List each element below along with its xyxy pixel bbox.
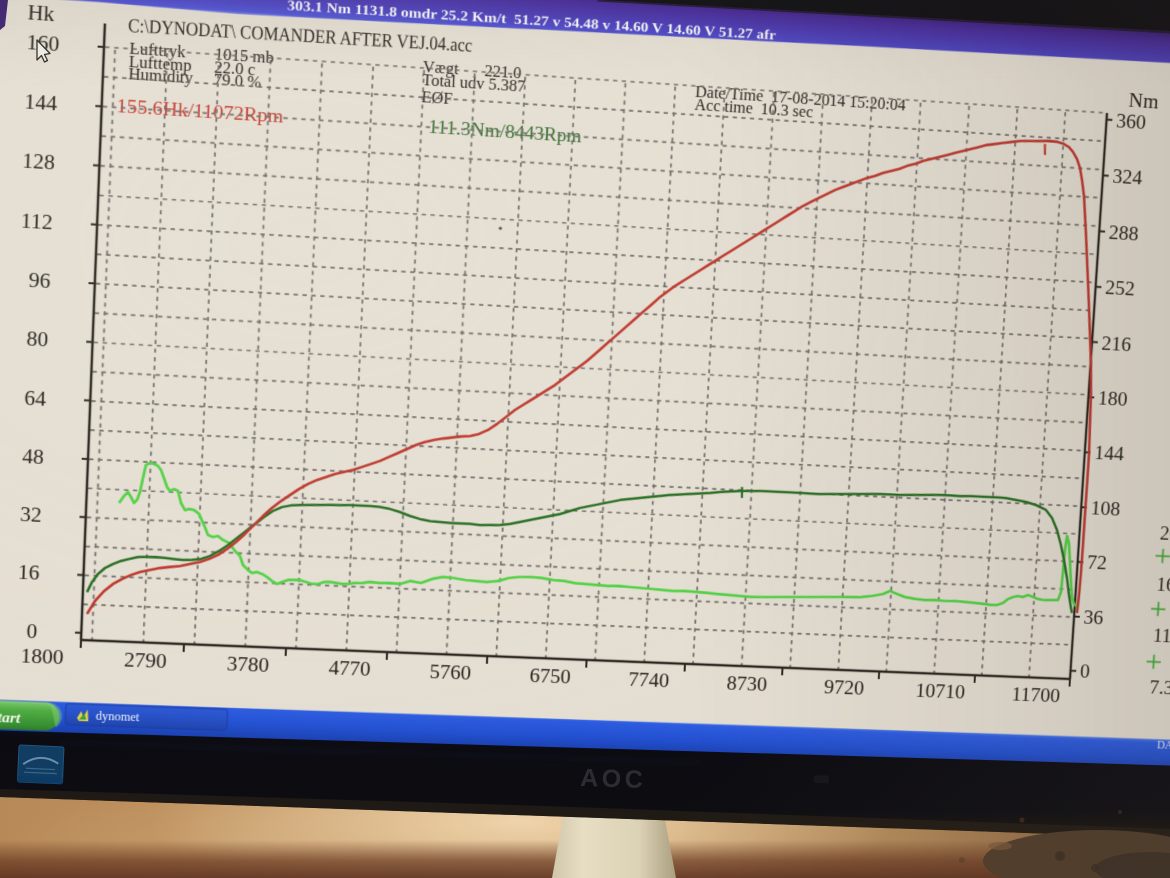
svg-text:Hk: Hk xyxy=(27,1,55,26)
svg-text:Humidity: Humidity xyxy=(128,65,194,88)
svg-text:324: 324 xyxy=(1112,165,1143,189)
svg-text:2790: 2790 xyxy=(124,649,167,673)
svg-text:22.0 c: 22.0 c xyxy=(214,58,256,79)
svg-text:72: 72 xyxy=(1086,552,1107,575)
svg-text:EØF: EØF xyxy=(421,88,453,108)
svg-text:128: 128 xyxy=(22,150,56,175)
svg-text:360: 360 xyxy=(1115,110,1146,134)
svg-text:32: 32 xyxy=(20,503,42,527)
svg-text:10710: 10710 xyxy=(915,680,966,704)
svg-text:48: 48 xyxy=(22,445,44,469)
svg-text:108: 108 xyxy=(1090,497,1121,520)
svg-text:288: 288 xyxy=(1108,221,1139,245)
svg-text:252: 252 xyxy=(1105,277,1136,301)
svg-text:221.0: 221.0 xyxy=(484,62,522,82)
svg-text:16: 16 xyxy=(1156,574,1170,596)
svg-text:16: 16 xyxy=(17,561,40,585)
svg-text:96: 96 xyxy=(28,269,51,293)
svg-text:11700: 11700 xyxy=(1011,683,1061,706)
svg-text:112: 112 xyxy=(20,209,53,234)
svg-text:36: 36 xyxy=(1083,606,1104,628)
svg-text:20: 20 xyxy=(1159,522,1170,544)
svg-text:64: 64 xyxy=(24,386,47,410)
svg-text:Vægt: Vægt xyxy=(422,58,459,78)
svg-text:7.35: 7.35 xyxy=(1149,676,1170,699)
svg-text:9720: 9720 xyxy=(823,676,864,699)
svg-text:11.2: 11.2 xyxy=(1152,625,1170,648)
svg-text:6750: 6750 xyxy=(529,664,571,688)
svg-text:144: 144 xyxy=(24,90,58,115)
svg-text:80: 80 xyxy=(26,328,49,352)
svg-text:5760: 5760 xyxy=(429,661,471,685)
svg-text:79.0 %: 79.0 % xyxy=(213,71,261,92)
svg-text:0: 0 xyxy=(26,620,38,643)
svg-text:0: 0 xyxy=(1079,661,1090,683)
svg-text:Lufttemp: Lufttemp xyxy=(129,53,192,75)
svg-text:3780: 3780 xyxy=(226,653,269,677)
svg-text:4770: 4770 xyxy=(328,657,371,681)
svg-text:144: 144 xyxy=(1094,442,1125,465)
svg-text:1015 mb: 1015 mb xyxy=(214,45,274,67)
svg-text:dynomet: dynomet xyxy=(96,710,141,725)
svg-text:180: 180 xyxy=(1097,387,1128,410)
svg-text:Lufttryk: Lufttryk xyxy=(129,40,187,62)
svg-text:216: 216 xyxy=(1101,332,1132,356)
svg-text:1800: 1800 xyxy=(20,645,64,669)
svg-text:Start: Start xyxy=(0,710,21,727)
svg-text:Nm: Nm xyxy=(1128,90,1159,114)
svg-text:7740: 7740 xyxy=(628,668,670,692)
svg-text:DA: DA xyxy=(1157,739,1170,752)
svg-text:8730: 8730 xyxy=(726,672,768,695)
svg-text:AOC: AOC xyxy=(580,764,647,794)
